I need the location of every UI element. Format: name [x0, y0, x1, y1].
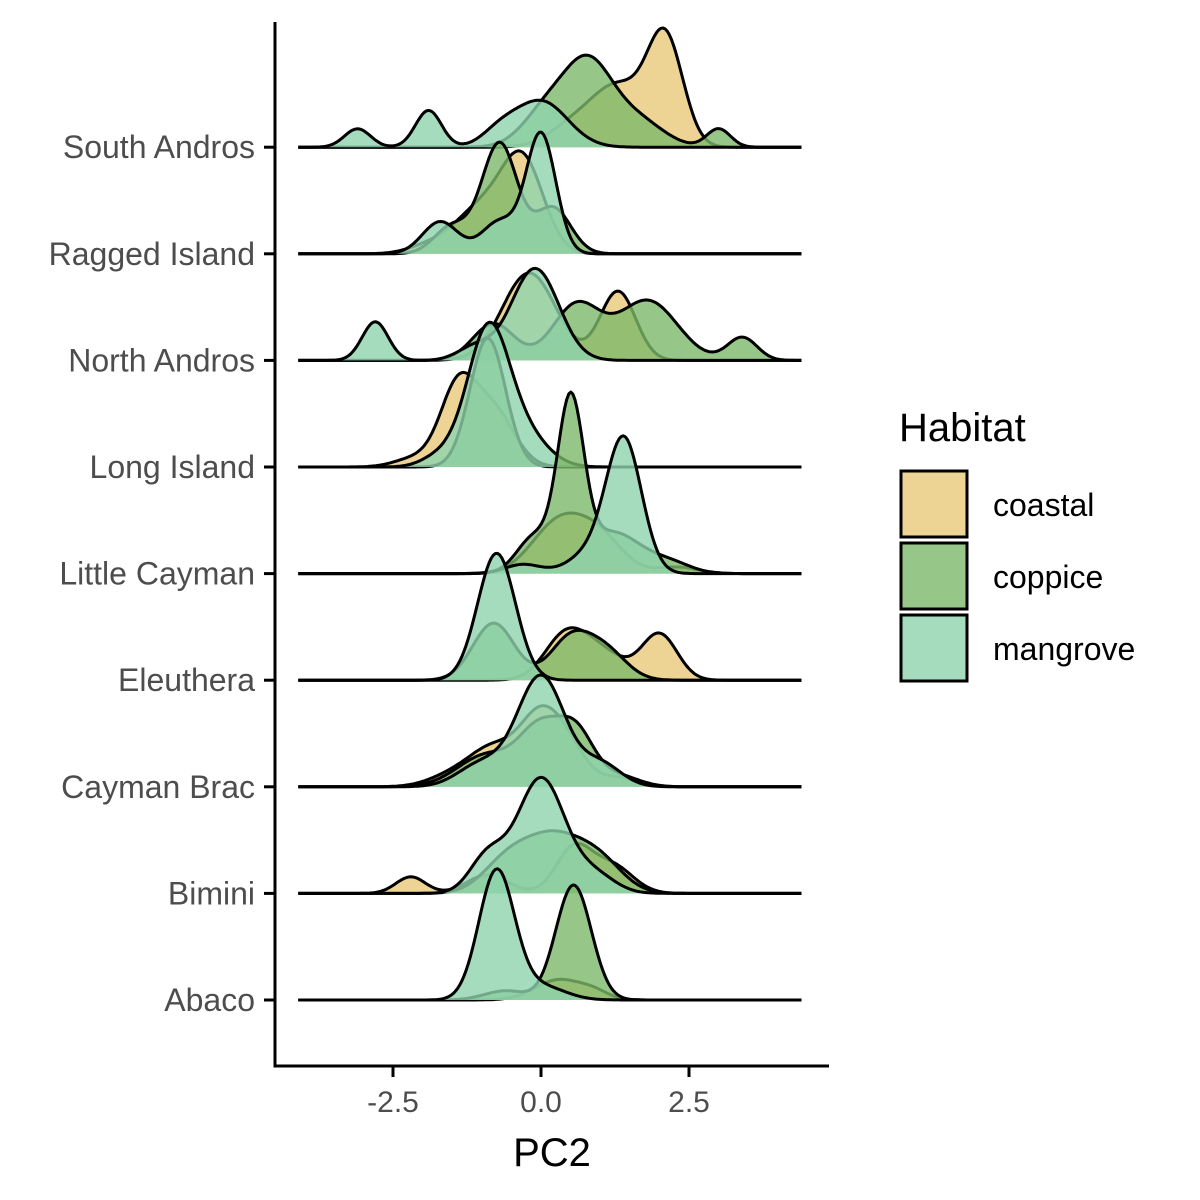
- legend-swatch-coppice: [899, 541, 969, 611]
- x-tick-label: 2.5: [668, 1086, 710, 1119]
- ridges-layer: [298, 26, 802, 1002]
- density-line-mangrove-eleuthera: [298, 551, 802, 682]
- ridge-row-eleuthera: [298, 551, 802, 682]
- density-line-mangrove-north-andros: [298, 266, 802, 362]
- density-line-mangrove-little-cayman: [298, 434, 802, 576]
- ridge-row-ragged-island: [298, 130, 802, 256]
- density-area-mangrove-ragged-island: [298, 132, 802, 254]
- legend-swatch-mangrove: [899, 613, 969, 683]
- density-area-coastal-south-andros: [298, 28, 802, 148]
- density-line-mangrove-abaco: [298, 867, 802, 1002]
- ridge-row-north-andros: [298, 266, 802, 362]
- y-tick-label: South Andros: [63, 129, 255, 165]
- density-line-mangrove-bimini: [298, 775, 802, 895]
- ridge-row-little-cayman: [298, 390, 802, 576]
- density-line-mangrove-long-island: [298, 320, 802, 469]
- y-tick-label: North Andros: [68, 342, 255, 378]
- y-tick-label: Bimini: [168, 875, 255, 911]
- ridge-row-bimini: [298, 775, 802, 895]
- x-tick-label: 0.0: [520, 1086, 562, 1119]
- density-area-mangrove-north-andros: [298, 268, 802, 361]
- legend-label-mangrove: mangrove: [993, 631, 1135, 667]
- legend-items: coastal coppice mangrove: [899, 469, 1135, 683]
- legend-swatch-coastal: [899, 469, 969, 539]
- x-ticks: -2.5 0.0 2.5: [367, 1066, 710, 1119]
- density-area-mangrove-cayman-brac: [298, 675, 802, 787]
- y-ticks: Abaco Bimini Cayman Brac Eleuthera Little Ca…: [49, 129, 275, 1018]
- density-area-mangrove-bimini: [298, 777, 802, 894]
- density-line-mangrove-ragged-island: [298, 130, 802, 256]
- legend-label-coastal: coastal: [993, 487, 1094, 523]
- y-tick-label: Eleuthera: [118, 662, 255, 698]
- density-line-mangrove-south-andros: [298, 98, 802, 149]
- x-axis-title: PC2: [513, 1131, 591, 1175]
- y-tick-label: Ragged Island: [49, 236, 255, 272]
- ridge-row-south-andros: [298, 26, 802, 149]
- y-tick-label: Little Cayman: [59, 556, 255, 592]
- legend-label-coppice: coppice: [993, 559, 1103, 595]
- y-tick-label: Abaco: [164, 982, 255, 1018]
- density-line-mangrove-cayman-brac: [298, 673, 802, 789]
- density-area-coppice-south-andros: [298, 55, 802, 148]
- density-area-mangrove-south-andros: [298, 100, 802, 148]
- density-area-coppice-little-cayman: [298, 392, 802, 574]
- y-tick-label: Cayman Brac: [61, 769, 255, 805]
- ridge-row-cayman-brac: [298, 673, 802, 789]
- ridge-row-long-island: [298, 320, 802, 469]
- y-tick-label: Long Island: [90, 449, 255, 485]
- density-area-coppice-abaco: [298, 885, 802, 1000]
- legend: Habitat coastal coppice mangrove: [899, 406, 1135, 683]
- ridge-row-abaco: [298, 867, 802, 1002]
- x-tick-label: -2.5: [367, 1086, 419, 1119]
- density-area-coppice-eleuthera: [298, 623, 802, 681]
- legend-title: Habitat: [899, 406, 1026, 450]
